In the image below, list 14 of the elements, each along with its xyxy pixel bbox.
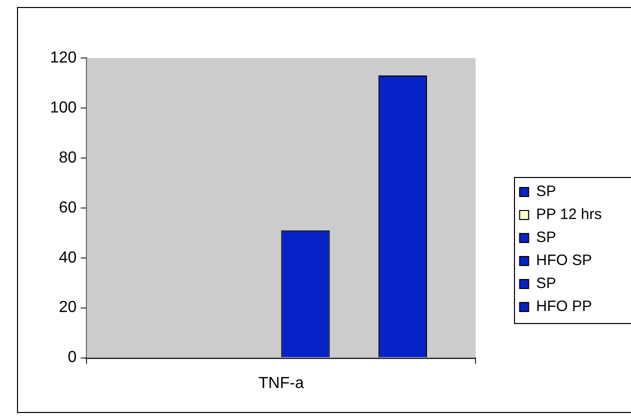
y-tick-label: 0 bbox=[68, 349, 77, 366]
y-tick-label: 120 bbox=[50, 49, 77, 66]
legend-label: HFO SP bbox=[536, 252, 592, 270]
legend-label: HFO PP bbox=[536, 298, 592, 316]
y-tick-label: 60 bbox=[58, 199, 77, 216]
y-tick-label: 100 bbox=[50, 99, 77, 116]
x-tick-label: TNF-a bbox=[258, 374, 304, 392]
y-tick-label: 80 bbox=[58, 149, 77, 166]
y-tick-label: 40 bbox=[58, 249, 77, 266]
legend-label: SP bbox=[536, 275, 556, 292]
legend-label: SP bbox=[536, 229, 556, 246]
legend-label: PP 12 hrs bbox=[536, 206, 602, 224]
y-tick-label: 20 bbox=[58, 299, 77, 316]
legend-label: SP bbox=[536, 183, 556, 200]
